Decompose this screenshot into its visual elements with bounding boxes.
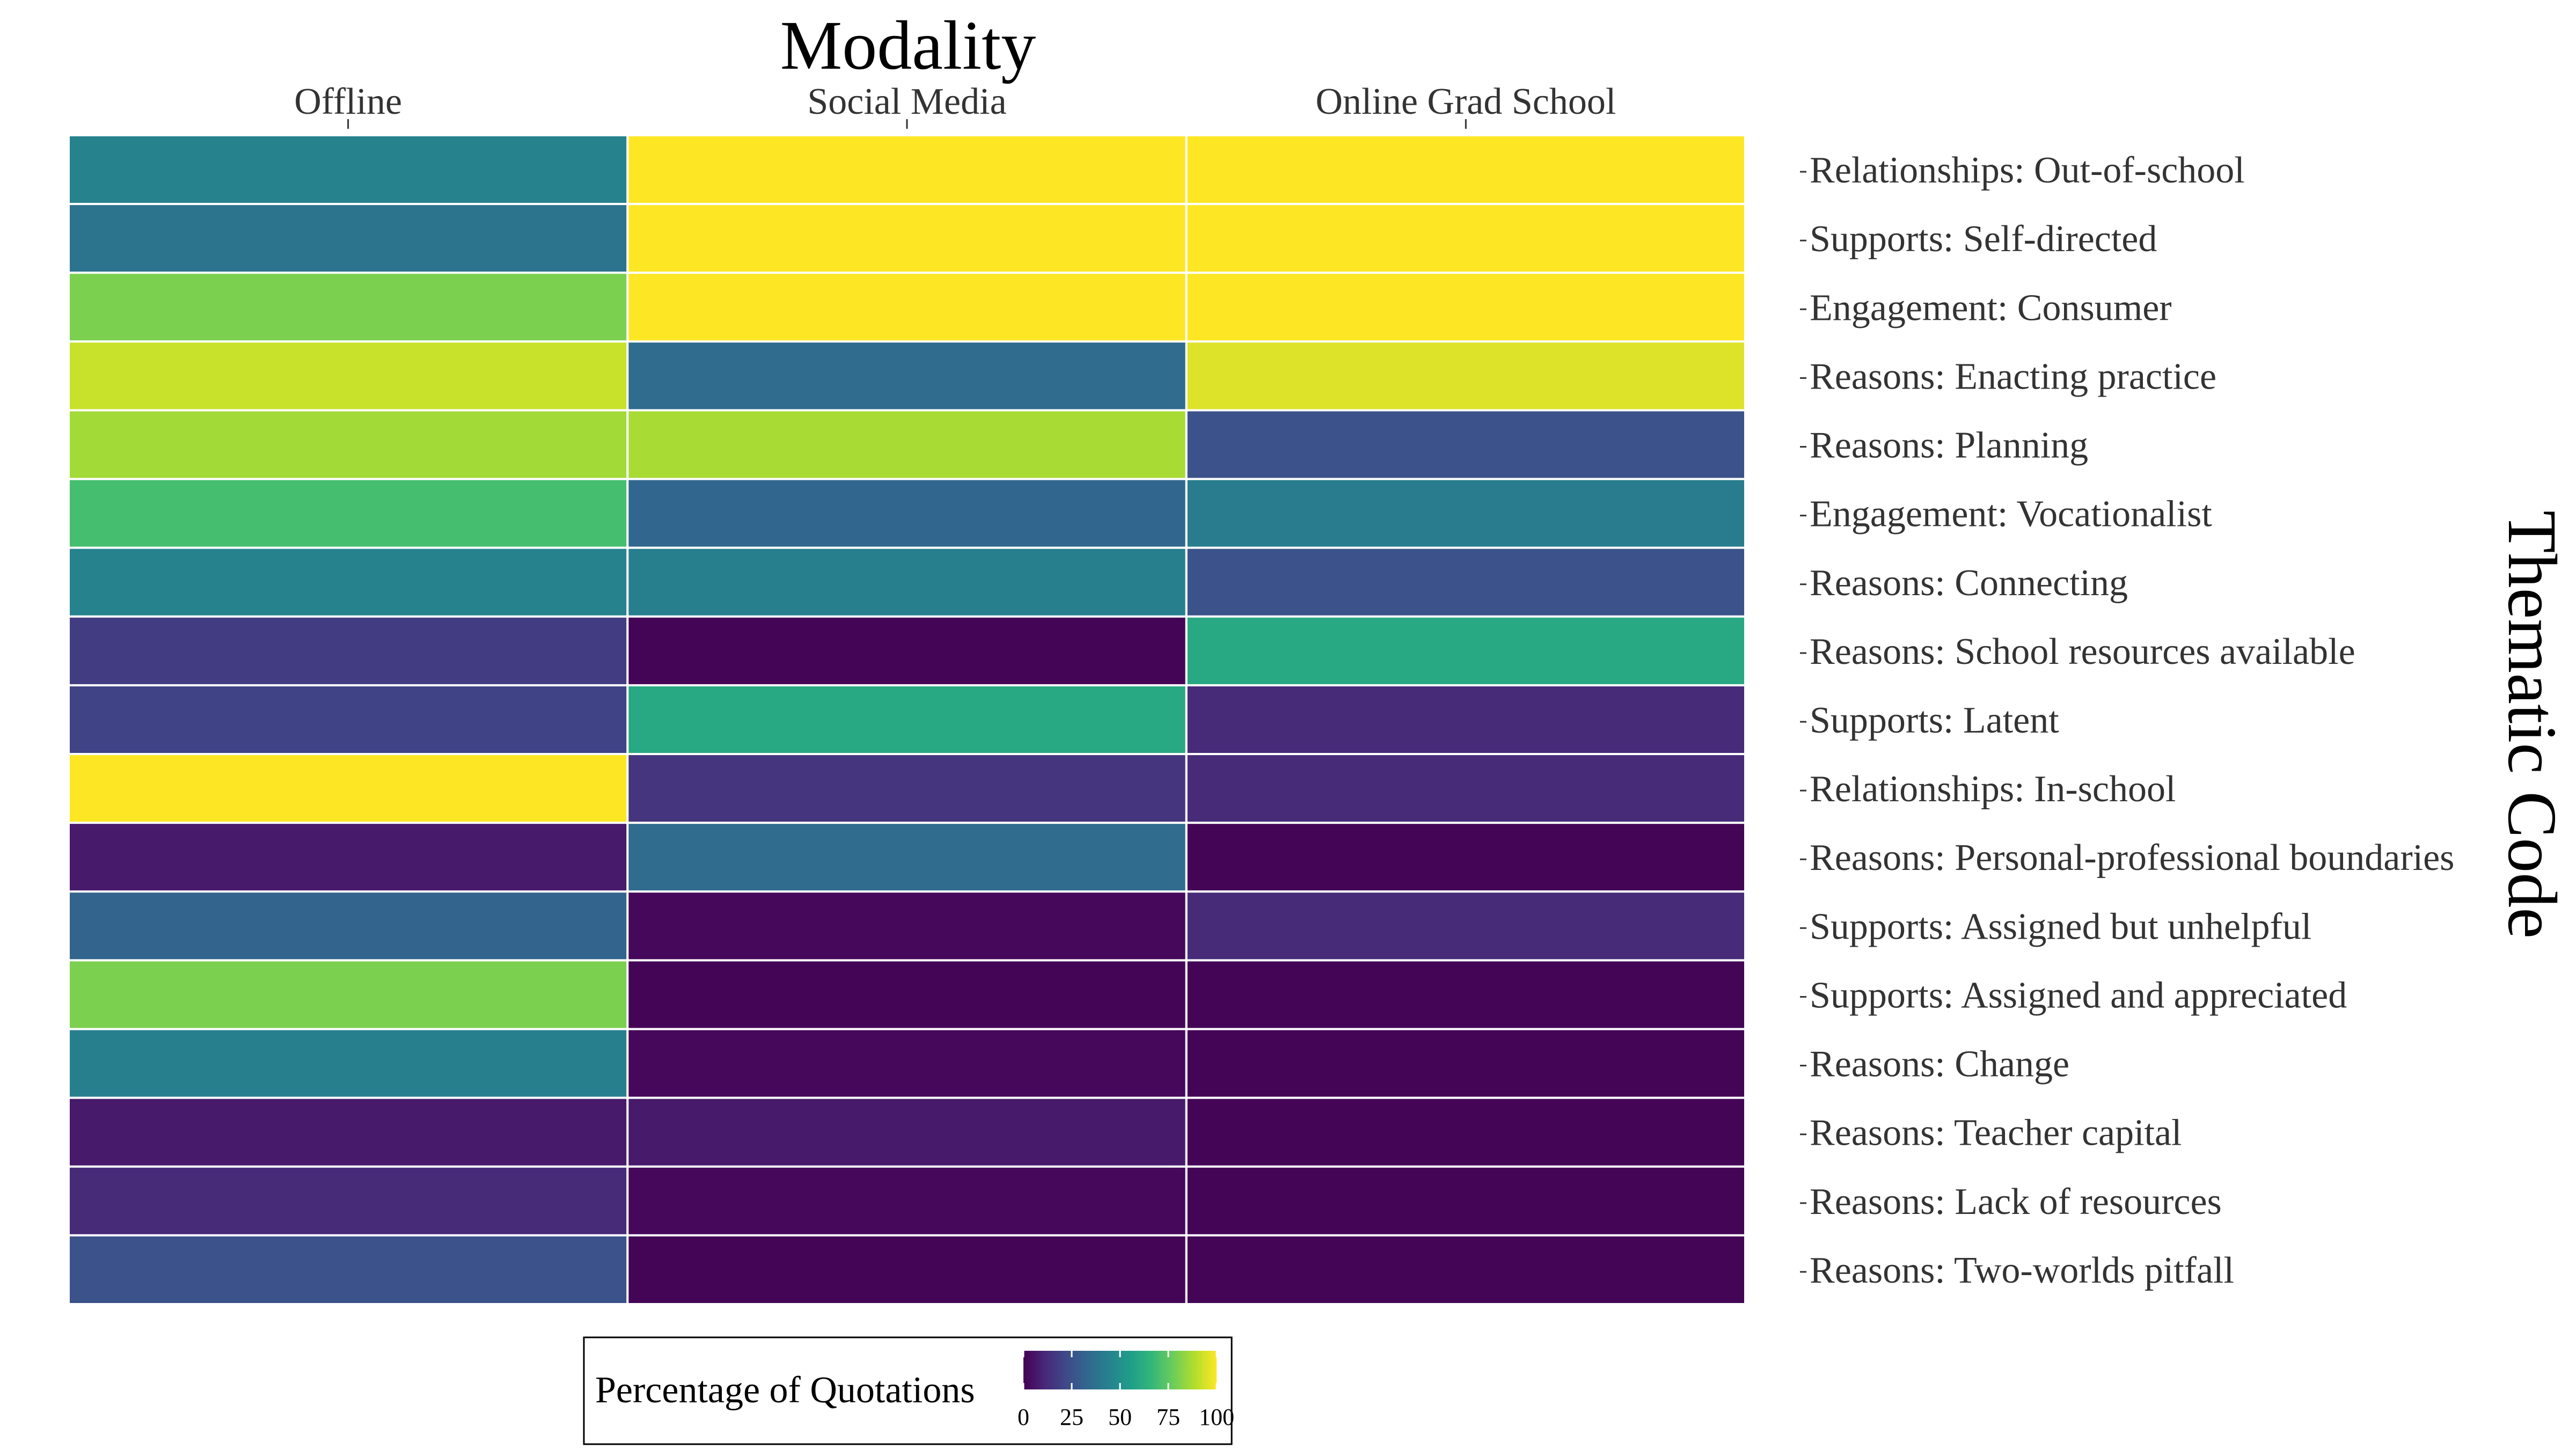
- heatmap-cell: [626, 822, 1188, 893]
- row-label: Reasons: Personal-professional boundarie…: [1810, 837, 2454, 879]
- chart-title: Modality: [780, 7, 1036, 84]
- heatmap-cell: [68, 478, 629, 549]
- heatmap-cell: [1185, 546, 1747, 618]
- row-label: Engagement: Consumer: [1810, 287, 2172, 328]
- row-label: Reasons: Planning: [1810, 425, 2088, 466]
- heatmap-cell: [68, 546, 629, 618]
- y-axis-title: Thematic Code: [2493, 510, 2571, 939]
- row-label: Relationships: Out-of-school: [1810, 150, 2245, 191]
- heatmap-cell: [1185, 822, 1747, 893]
- heatmap-cell: [68, 272, 629, 343]
- row-label: Supports: Latent: [1810, 700, 2059, 741]
- heatmap-cell: [626, 1096, 1188, 1168]
- legend-tick-label: 0: [1018, 1404, 1029, 1430]
- heatmap-cell: [626, 615, 1188, 686]
- heatmap-cell: [68, 1165, 629, 1236]
- heatmap-cell: [68, 203, 629, 274]
- heatmap-cell: [626, 684, 1188, 756]
- heatmap-cell: [1185, 340, 1747, 412]
- heatmap-cell: [68, 1096, 629, 1168]
- heatmap-cell: [1185, 134, 1747, 206]
- row-label: Supports: Assigned and appreciated: [1810, 975, 2347, 1016]
- legend-tick-label: 100: [1199, 1404, 1234, 1430]
- heatmap-cell: [68, 959, 629, 1030]
- heatmap-cell: [626, 478, 1188, 549]
- heatmap-cell: [1185, 890, 1747, 962]
- heatmap-cell: [626, 753, 1188, 824]
- heatmap-cell: [68, 134, 629, 206]
- row-label: Engagement: Vocationalist: [1810, 494, 2212, 535]
- row-label: Reasons: Enacting practice: [1810, 356, 2216, 397]
- row-label: Supports: Assigned but unhelpful: [1810, 906, 2311, 947]
- legend-title: Percentage of Quotations: [595, 1370, 975, 1411]
- heatmap-cell: [68, 753, 629, 824]
- column-label: Social Media: [807, 81, 1006, 122]
- row-label: Reasons: Change: [1810, 1044, 2069, 1085]
- heatmap-cell: [1185, 753, 1747, 824]
- row-label: Relationships: In-school: [1810, 769, 2176, 810]
- row-labels: Relationships: Out-of-school Supports: Se…: [1800, 150, 2454, 1291]
- row-label: Reasons: School resources available: [1810, 631, 2355, 672]
- heatmap-cell: [1185, 1096, 1747, 1168]
- heatmap-cell: [1185, 203, 1747, 274]
- heatmap-cell: [626, 546, 1188, 618]
- heatmap-cell: [626, 1028, 1188, 1099]
- row-label: Reasons: Teacher capital: [1810, 1113, 2182, 1154]
- heatmap-cell: [626, 134, 1188, 206]
- heatmap-cell: [68, 340, 629, 412]
- heatmap-cell: [1185, 272, 1747, 343]
- legend-tick-label: 75: [1157, 1404, 1180, 1430]
- column-labels: Offline Social Media Online Grad School: [294, 81, 1616, 129]
- heatmap-cell: [1185, 1028, 1747, 1099]
- heatmap-cell: [68, 615, 629, 686]
- heatmap-cell: [1185, 409, 1747, 480]
- heatmap-cell: [68, 409, 629, 480]
- legend-tick-label: 25: [1060, 1404, 1084, 1430]
- heatmap-cell: [68, 1234, 629, 1305]
- heatmap-cell: [626, 959, 1188, 1030]
- heatmap-cell: [1185, 478, 1747, 549]
- heatmap-cell: [1185, 615, 1747, 686]
- row-label: Supports: Self-directed: [1810, 218, 2157, 260]
- heatmap-cell: [1185, 1234, 1747, 1305]
- row-label: Reasons: Two-worlds pitfall: [1810, 1250, 2234, 1291]
- column-label: Offline: [294, 81, 402, 122]
- row-label: Reasons: Lack of resources: [1810, 1181, 2222, 1223]
- heatmap-cell: [626, 272, 1188, 343]
- row-label: Reasons: Connecting: [1810, 562, 2128, 604]
- heatmap-cell: [1185, 684, 1747, 756]
- heatmap-cell: [68, 1028, 629, 1099]
- heatmap-cell: [626, 409, 1188, 480]
- heatmap-cell: [626, 1165, 1188, 1236]
- heatmap-cell: [626, 340, 1188, 412]
- column-label: Online Grad School: [1315, 81, 1616, 122]
- heatmap-cells: [68, 134, 1747, 1305]
- legend: Percentage of Quotations 0 25 50 75 100: [583, 1336, 1234, 1445]
- legend-tick-label: 50: [1108, 1404, 1132, 1430]
- heatmap-cell: [68, 890, 629, 962]
- heatmap-cell: [626, 1234, 1188, 1305]
- heatmap-cell: [626, 890, 1188, 962]
- heatmap-cell: [1185, 1165, 1747, 1236]
- heatmap-cell: [68, 684, 629, 756]
- heatmap-cell: [1185, 959, 1747, 1030]
- heatmap-cell: [626, 203, 1188, 274]
- heatmap-cell: [68, 822, 629, 893]
- legend-ticks: 0 25 50 75 100: [1018, 1351, 1234, 1430]
